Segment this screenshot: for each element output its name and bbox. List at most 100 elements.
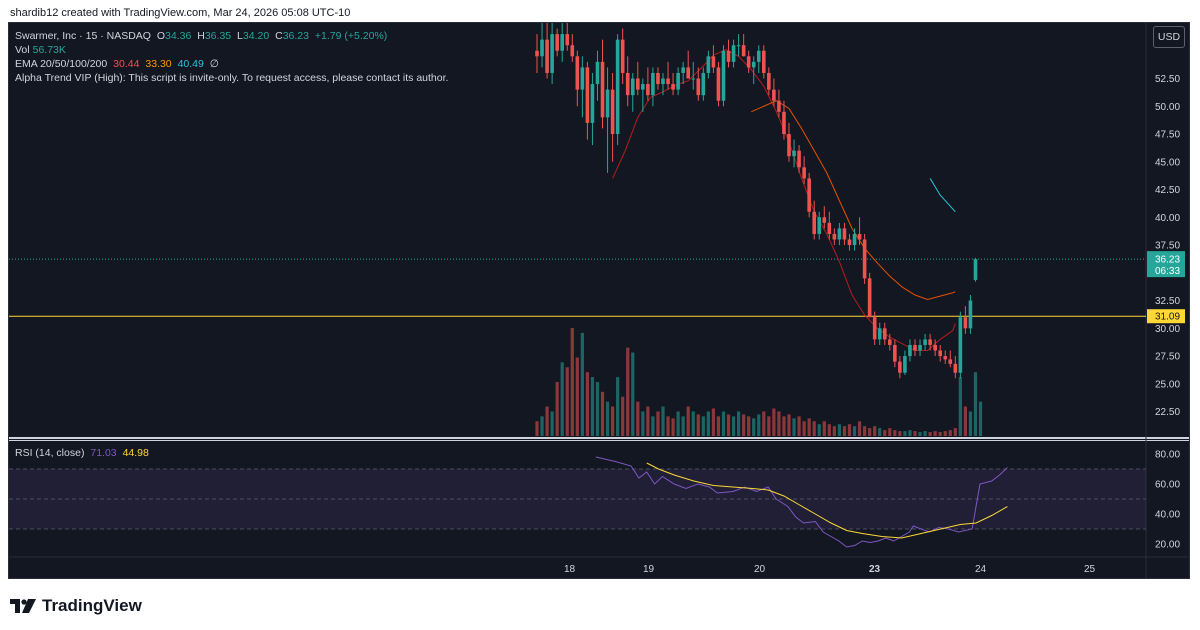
candle-body xyxy=(550,34,554,73)
candle xyxy=(903,350,907,375)
volume-bar xyxy=(565,367,569,436)
volume-bar xyxy=(777,411,781,436)
volume-bar xyxy=(822,421,826,436)
ema50-line xyxy=(750,100,956,300)
volume-bar xyxy=(802,421,806,436)
volume-bar xyxy=(913,431,917,436)
candle-body xyxy=(963,317,968,329)
close-value: 36.23 xyxy=(282,30,309,42)
volume-bar xyxy=(671,418,675,436)
candle-body xyxy=(953,363,958,373)
high-label: H xyxy=(197,30,205,42)
candle xyxy=(565,23,570,51)
chart-frame[interactable]: 22.5025.0027.5030.0032.5035.0037.5040.00… xyxy=(8,22,1190,579)
candle xyxy=(953,356,958,379)
candle xyxy=(842,222,847,246)
volume-bar xyxy=(742,414,746,436)
candle-body xyxy=(661,78,665,85)
volume-bar xyxy=(646,406,650,436)
candle-body xyxy=(938,350,942,357)
time-tick-label: 25 xyxy=(1084,564,1096,575)
candle xyxy=(928,333,932,351)
volume-bar xyxy=(540,416,544,436)
attribution-header: shardib12 created with TradingView.com, … xyxy=(10,7,351,19)
price-tick-label: 32.50 xyxy=(1155,296,1180,307)
candle xyxy=(802,156,806,184)
candle xyxy=(570,34,575,62)
volume-bar xyxy=(767,416,771,436)
candle xyxy=(600,39,605,129)
open-value: 34.36 xyxy=(165,30,192,42)
volume-bar xyxy=(973,372,978,436)
volume-bar xyxy=(918,432,922,436)
volume-legend[interactable]: Vol 56.73K xyxy=(15,44,69,56)
volume-bar xyxy=(716,416,721,436)
volume-bar xyxy=(656,411,660,436)
candle-body xyxy=(580,67,585,90)
volume-bar xyxy=(903,431,907,436)
candle xyxy=(636,61,640,96)
price-tick-label: 50.00 xyxy=(1155,102,1180,113)
volume-bar xyxy=(676,411,680,436)
volume-bar xyxy=(883,430,887,436)
candle xyxy=(671,72,675,96)
rsi-line xyxy=(595,456,1008,548)
volume-bar xyxy=(807,418,811,436)
volume-bar xyxy=(666,416,670,436)
volume-bar xyxy=(933,431,937,436)
candle-body xyxy=(671,84,675,90)
candle-body xyxy=(696,78,701,96)
ema-legend[interactable]: EMA 20/50/100/200 30.44 33.30 40.49 ∅ xyxy=(15,58,222,70)
price-tick-label: 52.50 xyxy=(1155,74,1180,85)
candle-body xyxy=(772,89,776,101)
pane-separator-bold xyxy=(9,437,1189,439)
volume-bar xyxy=(893,430,897,436)
volume-bar xyxy=(545,406,549,436)
candle xyxy=(852,228,857,251)
volume-bar xyxy=(757,414,761,436)
volume-bar xyxy=(701,416,705,436)
candle xyxy=(540,23,544,68)
volume-bar xyxy=(968,411,973,436)
volume-bar xyxy=(842,426,847,436)
volume-bar xyxy=(731,416,736,436)
candle-body xyxy=(933,344,937,351)
candle-body xyxy=(893,344,897,362)
ema50-value: 33.30 xyxy=(145,58,172,70)
time-tick-label: 23 xyxy=(869,564,881,575)
symbol-line[interactable]: Swarmer, Inc · 15 · NASDAQ xyxy=(15,30,151,42)
rsi-legend[interactable]: RSI (14, close) 71.03 44.98 xyxy=(15,447,152,459)
volume-bar xyxy=(928,432,932,436)
candle xyxy=(807,172,811,218)
candle xyxy=(706,50,711,79)
candle xyxy=(857,217,862,246)
footer-brand: TradingView xyxy=(42,596,142,615)
candle-body xyxy=(812,211,816,234)
ema200-value: ∅ xyxy=(209,58,219,70)
candle xyxy=(580,56,585,118)
candle-body xyxy=(948,359,953,364)
candle-body xyxy=(731,45,736,62)
candle xyxy=(777,89,781,118)
close-label: C xyxy=(275,30,283,42)
candle-body xyxy=(918,344,922,351)
candle-body xyxy=(903,356,907,373)
volume-bar xyxy=(595,382,600,436)
rsi-value: 71.03 xyxy=(90,447,117,459)
candle-body xyxy=(666,78,670,85)
volume-bar xyxy=(863,426,867,436)
currency-button[interactable]: USD xyxy=(1153,26,1185,48)
candle-body xyxy=(807,178,811,212)
volume-bar xyxy=(570,328,574,436)
candle xyxy=(615,34,620,146)
candle xyxy=(610,72,615,162)
candle-body xyxy=(656,72,660,85)
chart-canvas[interactable]: 22.5025.0027.5030.0032.5035.0037.5040.00… xyxy=(9,23,1189,578)
volume-bar xyxy=(641,411,645,436)
volume-bar xyxy=(575,357,579,436)
candle xyxy=(590,72,595,146)
tradingview-logo-icon xyxy=(10,599,36,613)
price-tick-label: 22.50 xyxy=(1155,407,1180,418)
candle-body xyxy=(746,56,751,68)
